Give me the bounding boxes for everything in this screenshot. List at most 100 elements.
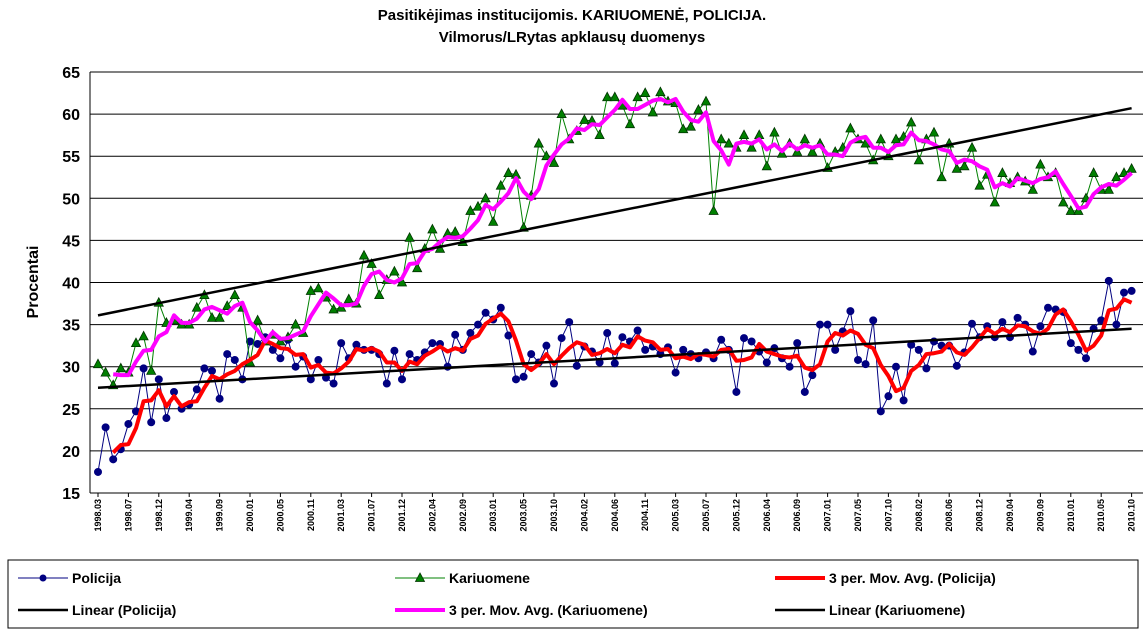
x-tick-label: 1998.12 — [154, 499, 164, 532]
point-marker — [488, 216, 499, 226]
point-marker — [389, 265, 400, 276]
point-marker — [998, 318, 1007, 327]
point-marker — [550, 379, 558, 388]
point-marker — [906, 116, 917, 127]
point-marker — [138, 330, 149, 341]
point-marker — [685, 120, 696, 131]
point-marker — [313, 282, 324, 293]
point-marker — [846, 307, 855, 316]
point-marker — [959, 160, 970, 171]
point-marker — [382, 379, 391, 388]
point-marker — [200, 364, 209, 373]
point-marker — [252, 314, 263, 325]
series-line — [97, 280, 1132, 473]
point-marker — [1127, 286, 1136, 295]
y-tick-label: 35 — [62, 318, 80, 335]
point-marker — [974, 179, 985, 190]
point-marker — [94, 467, 102, 476]
point-marker — [594, 129, 605, 140]
point-marker — [115, 362, 126, 373]
point-marker — [1013, 313, 1022, 322]
point-marker — [936, 171, 947, 182]
point-marker — [472, 200, 484, 211]
point-marker — [1082, 354, 1090, 363]
point-marker — [214, 312, 225, 322]
point-marker — [875, 133, 886, 144]
point-marker — [305, 285, 316, 295]
point-marker — [876, 407, 885, 416]
point-marker — [519, 372, 528, 381]
point-marker — [716, 133, 727, 144]
x-tick-label: 2009.09 — [1035, 499, 1045, 532]
point-marker — [404, 232, 415, 242]
legend-label: Linear (Kariuomene) — [829, 602, 965, 618]
x-tick-label: 2004.06 — [610, 499, 620, 532]
point-marker — [92, 358, 104, 369]
point-marker — [914, 345, 923, 354]
x-tick-label: 2005.07 — [701, 499, 711, 532]
x-tick-label: 2001.07 — [367, 499, 377, 532]
point-marker — [746, 141, 757, 152]
x-tick-label: 1998.07 — [123, 499, 133, 532]
point-marker — [997, 167, 1008, 177]
x-tick-label: 2003.05 — [519, 499, 529, 532]
x-tick-label: 2002.04 — [427, 499, 437, 532]
point-marker — [465, 205, 476, 215]
point-marker — [480, 192, 491, 203]
point-marker — [276, 354, 285, 363]
point-marker — [624, 118, 636, 129]
point-marker — [556, 108, 567, 118]
point-marker — [1120, 288, 1128, 297]
point-marker — [1074, 345, 1083, 354]
x-tick-label: 1999.04 — [184, 499, 194, 532]
point-marker — [565, 318, 574, 327]
point-marker — [966, 141, 978, 152]
point-marker — [146, 365, 157, 375]
x-tick-label: 2007.10 — [883, 499, 893, 532]
point-marker — [723, 137, 734, 148]
point-marker — [892, 362, 900, 371]
point-marker — [632, 91, 643, 102]
point-marker — [761, 160, 772, 171]
point-marker — [618, 333, 627, 342]
point-marker — [799, 133, 810, 144]
point-marker — [913, 154, 924, 165]
point-marker — [405, 350, 414, 359]
point-marker — [845, 122, 856, 133]
point-marker — [291, 362, 300, 371]
point-marker — [1027, 184, 1038, 194]
x-tick-label: 2006.04 — [762, 499, 772, 532]
point-marker — [504, 331, 513, 340]
point-marker — [968, 319, 976, 328]
point-marker — [890, 133, 902, 144]
legend-label: Policija — [72, 570, 121, 586]
point-marker — [451, 330, 460, 339]
point-marker — [641, 345, 650, 354]
point-marker — [717, 335, 726, 344]
chart-subtitle: Vilmorus/LRytas apklausų duomenys — [439, 29, 705, 46]
point-marker — [290, 318, 301, 329]
x-tick-label: 2000.01 — [245, 499, 255, 532]
point-marker — [708, 205, 719, 215]
point-marker — [1058, 196, 1069, 207]
point-marker — [124, 419, 133, 428]
point-marker — [655, 86, 666, 97]
point-marker — [215, 394, 224, 403]
legend-box — [7, 559, 1139, 629]
point-marker — [496, 303, 505, 312]
y-tick-label: 40 — [62, 276, 80, 293]
point-marker — [466, 329, 475, 338]
point-marker — [328, 303, 339, 314]
point-marker — [230, 355, 239, 364]
y-tick-label: 55 — [62, 149, 80, 166]
point-marker — [208, 366, 216, 375]
point-marker — [671, 368, 680, 377]
point-marker — [358, 249, 370, 260]
point-marker — [1035, 158, 1046, 169]
x-tick-label: 2005.12 — [731, 499, 741, 532]
x-tick-label: 2010.10 — [1127, 499, 1137, 532]
point-marker — [374, 289, 385, 300]
x-tick-label: 2007.01 — [823, 499, 833, 532]
point-marker — [428, 339, 437, 348]
